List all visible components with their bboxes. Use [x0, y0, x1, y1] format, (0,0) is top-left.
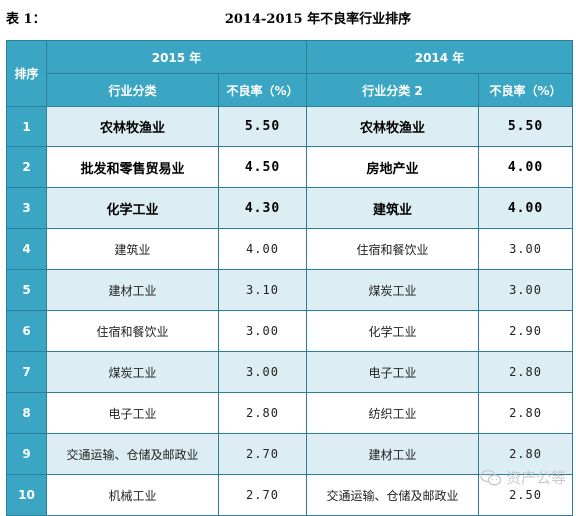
- rate-header-2014: 不良率（%）: [478, 73, 574, 107]
- watermark-text: 资产公等: [505, 469, 566, 487]
- rank-header: 排序: [6, 40, 47, 107]
- rate-2015-cell: 3.00: [217, 351, 308, 393]
- rate-2015-cell: 2.70: [217, 474, 308, 516]
- group-header-2015: 2015 年: [45, 40, 308, 74]
- rate-2015-cell: 2.80: [217, 392, 308, 434]
- wechat-icon: [480, 469, 502, 486]
- rank-cell: 2: [6, 146, 47, 188]
- industry-2014-cell: 建筑业: [306, 187, 480, 229]
- industry-2015-cell: 化学工业: [46, 187, 219, 229]
- industry-2014-cell: 建材工业: [306, 433, 480, 475]
- industry-2015-cell: 农林牧渔业: [46, 106, 219, 147]
- rate-2014-cell: 5.50: [478, 106, 574, 147]
- industry-2015-cell: 批发和零售贸易业: [46, 146, 219, 188]
- rate-2014-cell: 2.80: [478, 351, 574, 393]
- watermark: 资产公等: [480, 467, 566, 488]
- table-caption: 表 1： 2014-2015 年不良率行业排序: [0, 0, 576, 34]
- industry-2015-cell: 电子工业: [46, 392, 219, 434]
- rate-2014-cell: 2.80: [478, 433, 574, 475]
- table-row: 4 建筑业 4.00 住宿和餐饮业 3.00: [6, 228, 574, 270]
- industry-2015-cell: 交通运输、仓储及邮政业: [46, 433, 219, 475]
- rank-cell: 6: [6, 310, 47, 352]
- industry-2014-cell: 煤炭工业: [306, 269, 480, 311]
- table-row: 2 批发和零售贸易业 4.50 房地产业 4.00: [6, 146, 574, 188]
- table-row: 6 住宿和餐饮业 3.00 化学工业 2.90: [6, 310, 574, 352]
- caption-label: 表 1：: [6, 12, 46, 27]
- table-row: 10 机械工业 2.70 交通运输、仓储及邮政业 2.50: [6, 474, 574, 516]
- caption-title: 2014-2015 年不良率行业排序: [224, 12, 412, 27]
- rate-2014-cell: 4.00: [478, 187, 574, 229]
- industry-2015-cell: 煤炭工业: [46, 351, 219, 393]
- rank-cell: 9: [6, 433, 47, 475]
- rate-2014-cell: 4.00: [478, 146, 574, 188]
- table-row: 5 建材工业 3.10 煤炭工业 3.00: [6, 269, 574, 311]
- rate-2014-cell: 2.80: [478, 392, 574, 434]
- industry-header-2014: 行业分类 2: [306, 73, 480, 107]
- industry-2014-cell: 纺织工业: [306, 392, 480, 434]
- rate-2014-cell: 3.00: [478, 228, 574, 270]
- industry-2014-cell: 住宿和餐饮业: [306, 228, 480, 270]
- rank-cell: 10: [6, 474, 47, 516]
- industry-npl-ranking-table: 排序 2015 年 2014 年 行业分类 不良率（%） 行业分类 2 不良率（…: [6, 40, 574, 516]
- rate-2015-cell: 4.30: [217, 187, 308, 229]
- industry-2014-cell: 交通运输、仓储及邮政业: [306, 474, 480, 516]
- industry-header-2015: 行业分类: [46, 73, 219, 107]
- rate-2015-cell: 3.00: [217, 310, 308, 352]
- rank-cell: 8: [6, 392, 47, 434]
- rank-cell: 7: [6, 351, 47, 393]
- rank-cell: 3: [6, 187, 47, 229]
- industry-2015-cell: 建筑业: [46, 228, 219, 270]
- table-row: 7 煤炭工业 3.00 电子工业 2.80: [6, 351, 574, 393]
- industry-2014-cell: 农林牧渔业: [306, 106, 480, 147]
- rate-2014-cell: 2.90: [478, 310, 574, 352]
- rate-2015-cell: 4.00: [217, 228, 308, 270]
- rank-cell: 4: [6, 228, 47, 270]
- rate-2015-cell: 5.50: [217, 106, 308, 147]
- rate-2015-cell: 3.10: [217, 269, 308, 311]
- rate-2014-cell: 2.50: [478, 474, 574, 516]
- table-row: 9 交通运输、仓储及邮政业 2.70 建材工业 2.80: [6, 433, 574, 475]
- industry-2015-cell: 住宿和餐饮业: [46, 310, 219, 352]
- group-header-2014: 2014 年: [306, 40, 574, 74]
- rank-cell: 1: [6, 106, 47, 147]
- table-row: 1 农林牧渔业 5.50 农林牧渔业 5.50: [6, 106, 574, 147]
- rank-cell: 5: [6, 269, 47, 311]
- table-row: 3 化学工业 4.30 建筑业 4.00: [6, 187, 574, 229]
- industry-2014-cell: 房地产业: [306, 146, 480, 188]
- table-row: 8 电子工业 2.80 纺织工业 2.80: [6, 392, 574, 434]
- rate-2014-cell: 3.00: [478, 269, 574, 311]
- industry-2014-cell: 化学工业: [306, 310, 480, 352]
- rate-2015-cell: 4.50: [217, 146, 308, 188]
- rate-2015-cell: 2.70: [217, 433, 308, 475]
- industry-2015-cell: 建材工业: [46, 269, 219, 311]
- industry-2015-cell: 机械工业: [46, 474, 219, 516]
- industry-2014-cell: 电子工业: [306, 351, 480, 393]
- rate-header-2015: 不良率（%）: [217, 73, 308, 107]
